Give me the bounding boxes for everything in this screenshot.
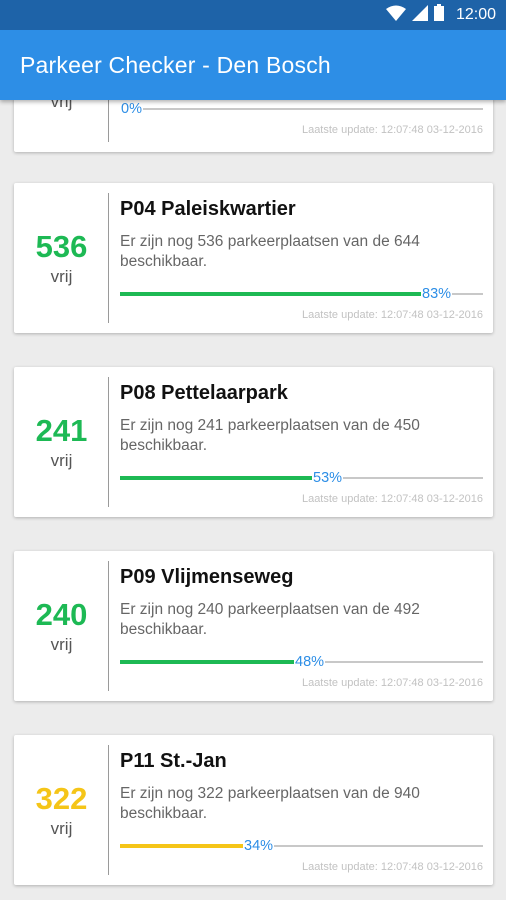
card-divider [108, 745, 109, 875]
garage-name: P08 Pettelaarpark [120, 382, 288, 404]
free-label: vrij [50, 267, 73, 286]
free-spaces-count: 322 [35, 781, 88, 816]
free-label: vrij [50, 451, 73, 470]
last-update: Laatste update: 12:07:48 03-12-2016 [301, 309, 483, 321]
occupancy-fill [120, 660, 294, 664]
signal-icon [411, 4, 428, 26]
wifi-icon [385, 5, 406, 26]
free-spaces-count: 240 [35, 597, 88, 632]
occupancy-fill [120, 476, 312, 480]
app-bar: Parkeer Checker - Den Bosch [0, 30, 506, 100]
garage-description: Er zijn nog 241 parkeerplaatsen van de 4… [120, 417, 420, 454]
status-bar: 12:00 [0, 0, 506, 30]
free-spaces-count: 536 [35, 229, 88, 264]
garage-description: Er zijn nog 536 parkeerplaatsen van de 6… [120, 233, 420, 270]
garage-description: Er zijn nog 322 parkeerplaatsen van de 9… [120, 785, 420, 822]
free-label: vrij [50, 819, 73, 838]
last-update: Laatste update: 12:07:48 03-12-2016 [301, 493, 483, 505]
garage-card[interactable]: 536 vrij P04 Paleiskwartier Er zijn nog … [14, 183, 493, 333]
card-divider [108, 561, 109, 691]
battery-icon [433, 4, 444, 26]
garage-card[interactable]: 322 vrij P11 St.-Jan Er zijn nog 322 par… [14, 735, 493, 885]
garage-card[interactable]: 240 vrij P09 Vlijmenseweg Er zijn nog 24… [14, 551, 493, 701]
occupancy-bar: 0% [120, 100, 483, 118]
occupancy-percent: 48% [294, 653, 326, 671]
free-spaces-count: 241 [35, 413, 88, 448]
card-divider [108, 377, 109, 507]
app-title: Parkeer Checker - Den Bosch [20, 51, 331, 78]
occupancy-percent: 34% [243, 837, 275, 855]
garage-description: Er zijn nog 240 parkeerplaatsen van de 4… [120, 601, 420, 638]
occupancy-percent: 83% [421, 285, 453, 303]
occupancy-bar: 83% [120, 285, 483, 303]
garage-name: P09 Vlijmenseweg [120, 566, 294, 588]
garage-name: P04 Paleiskwartier [120, 198, 296, 220]
occupancy-percent: 0% [120, 100, 143, 118]
free-label: vrij [50, 635, 73, 654]
card-divider [108, 100, 109, 142]
occupancy-bar: 48% [120, 653, 483, 671]
occupancy-bar: 34% [120, 837, 483, 855]
status-time: 12:00 [455, 6, 496, 23]
last-update: Laatste update: 12:07:48 03-12-2016 [301, 861, 483, 873]
garage-card[interactable]: 241 vrij P08 Pettelaarpark Er zijn nog 2… [14, 367, 493, 517]
occupancy-fill [120, 844, 243, 848]
last-update: Laatste update: 12:07:48 03-12-2016 [301, 124, 483, 136]
last-update: Laatste update: 12:07:48 03-12-2016 [301, 677, 483, 689]
occupancy-percent: 53% [312, 469, 344, 487]
card-divider [108, 193, 109, 323]
garage-name: P11 St.-Jan [120, 750, 227, 772]
occupancy-fill [120, 292, 421, 296]
occupancy-bar: 53% [120, 469, 483, 487]
